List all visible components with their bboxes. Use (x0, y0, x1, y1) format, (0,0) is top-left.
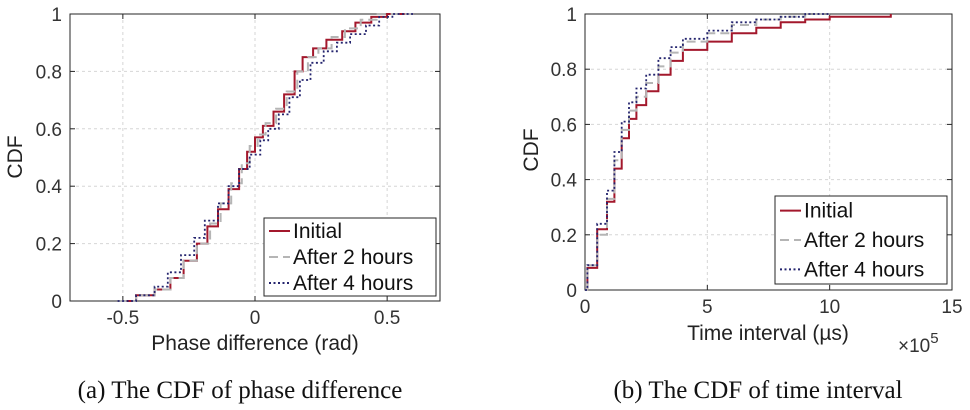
y-tick-label: 0.6 (36, 120, 62, 141)
x-tick-label: 0.5 (374, 308, 400, 329)
legend-box (263, 217, 437, 297)
series-line-after-4-hours (585, 13, 830, 291)
series-line-initial (585, 14, 892, 291)
series-group (117, 13, 414, 302)
x-axis-label: Phase difference (rad) (151, 332, 358, 355)
legend-label: After 4 hours (804, 258, 924, 281)
legend-label: After 4 hours (293, 272, 413, 295)
x-tick-label: 0 (250, 308, 261, 329)
x-tick-label: -0.5 (106, 308, 139, 329)
series-line-after-2-hours (585, 13, 830, 291)
legend-label: Initial (804, 200, 853, 223)
panel-time-interval: CDF Time interval (µs) ×105 (b) The CDF … (520, 5, 963, 404)
legend: Initial After 2 hours After 4 hours (263, 217, 437, 297)
x-tick-label: 15 (941, 297, 962, 318)
plot-frame (69, 13, 441, 302)
legend-label: Initial (293, 220, 342, 243)
x-axis-label: Time interval (µs) (687, 322, 849, 345)
legend-box (774, 195, 948, 285)
series-line-after-4-hours (117, 13, 414, 302)
y-tick-label: 1 (566, 5, 577, 26)
y-tick-label: 0 (566, 281, 577, 302)
y-tick-label: 0.4 (36, 177, 63, 198)
x-tick-label: 0 (580, 297, 591, 318)
series-line-initial (117, 13, 414, 302)
y-tick-label: 1 (51, 5, 62, 26)
y-tick-label: 0.6 (551, 115, 577, 136)
x-tick-label: 5 (702, 297, 713, 318)
axes: 00.20.40.60.810 5 10 15 (551, 5, 963, 318)
y-tick-label: 0.8 (36, 62, 62, 83)
y-tick-label: 0.8 (551, 60, 577, 81)
y-tick-label: 0.2 (551, 226, 577, 247)
legend-label: After 2 hours (804, 229, 924, 252)
plot-frame (584, 13, 953, 291)
panel-caption: (b) The CDF of time interval (613, 377, 902, 404)
y-axis-label: CDF (520, 128, 543, 171)
panel-phase-difference: CDF Phase difference (rad) (a) The CDF o… (4, 5, 441, 404)
x-axis-multiplier: ×105 (898, 330, 939, 357)
panel-caption: (a) The CDF of phase difference (78, 377, 403, 404)
y-tick-label: 0.2 (36, 235, 62, 256)
y-axis-label: CDF (4, 135, 27, 178)
y-tick-label: 0 (51, 292, 62, 313)
y-tick-label: 0.4 (551, 171, 578, 192)
legend-label: After 2 hours (293, 246, 413, 269)
series-group (585, 13, 892, 291)
axes: 0 0.2 0.4 0.6 0.8 1 -0.5 0 0.5 (36, 5, 441, 329)
legend: Initial After 2 hours After 4 hours (774, 195, 948, 285)
x-tick-label: 10 (819, 297, 840, 318)
